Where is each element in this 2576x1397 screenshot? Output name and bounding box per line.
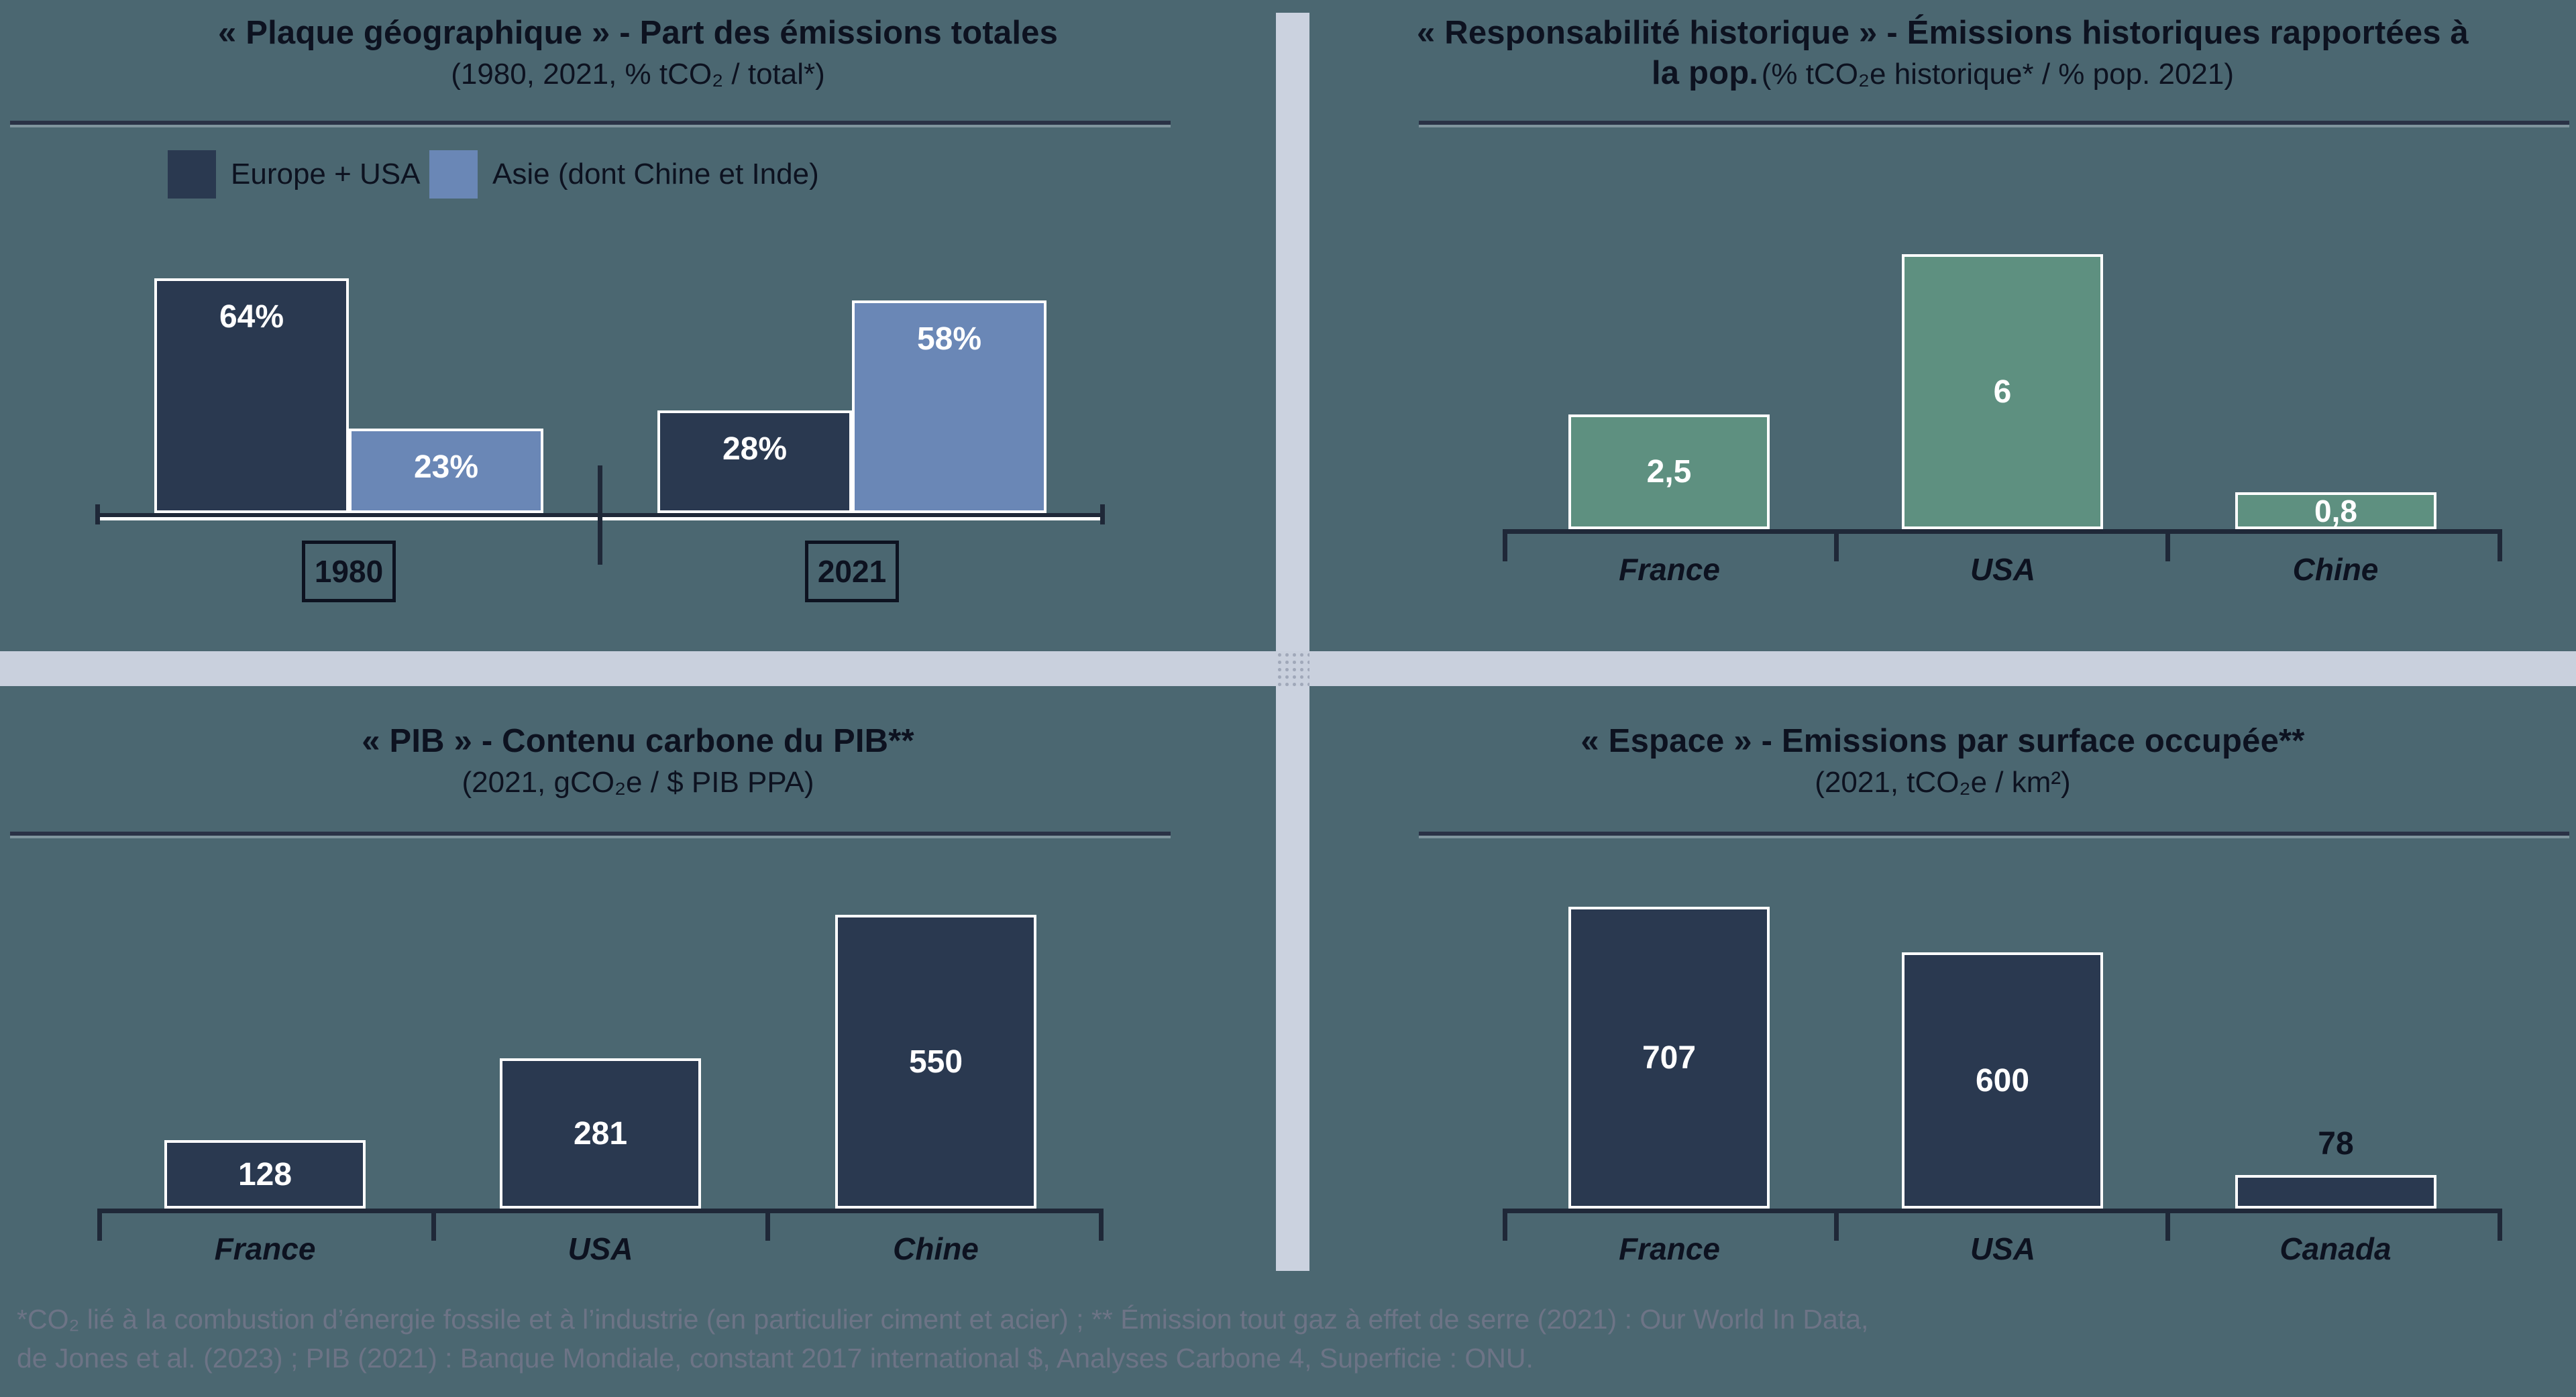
bar-chine-pib: 550 [835,915,1036,1209]
category-label-chine: Chine [2292,552,2379,587]
bar-value-label: 2,5 [1646,454,1692,490]
chart-title-pib: « PIB » - Contenu carbone du PIB** (2021… [0,722,1276,800]
bar-usa-historique: 6 [1902,254,2103,529]
axis-tick [95,504,100,524]
bar-france-espace: 707 [1568,907,1770,1209]
axis-line [97,1209,1104,1213]
category-label-canada: Canada [2279,1231,2392,1266]
bar-value-label: 600 [1975,1062,2030,1099]
axis-tick [2498,1209,2502,1241]
bar-2021-asie: 58% [852,300,1046,513]
chart-title-bold: « Plaque géographique » - Part des émiss… [217,15,1059,51]
bar-value-label: 58% [916,321,982,357]
title-underline [1419,832,2569,836]
category-label-france: France [214,1231,316,1266]
chart-subtitle: (% tCO₂e historique* / % pop. 2021) [1761,57,2235,91]
axis-tick [2165,529,2170,561]
title-underline [1419,121,2569,125]
axis-tick [1834,1209,1839,1241]
category-label-france: France [1619,552,1720,587]
axis-tick [1099,1209,1104,1241]
axis-tick [1100,504,1105,524]
bar-1980-asie: 23% [349,429,543,513]
bar-value-label: 707 [1642,1040,1697,1076]
category-label-box-2021: 2021 [805,541,899,602]
axis-tick [431,1209,436,1241]
footnote-line-1: *CO₂ lié à la combustion d’énergie fossi… [17,1304,1869,1335]
bar-1980-europe-usa: 64% [154,278,349,513]
axis-line [1503,1209,2502,1213]
chart-title-bold: « Espace » - Emissions par surface occup… [1580,723,2305,759]
bar-usa-espace: 600 [1902,952,2103,1209]
chart-subtitle: (2021, gCO₂e / $ PIB PPA) [462,765,814,799]
divider-vertical [1276,13,1309,1271]
legend-swatch-europe-usa [168,150,216,199]
chart-title-bold: « Responsabilité historique » - Émission… [1417,15,2469,91]
legend-label-asie: Asie (dont Chine et Inde) [492,158,819,190]
category-label-chine: Chine [893,1231,979,1266]
axis-center-tick [598,465,602,565]
bar-france-historique: 2,5 [1568,414,1770,529]
chart-subtitle: (2021, tCO₂e / km²) [1815,765,2071,799]
footnote-line-2: de Jones et al. (2023) ; PIB (2021) : Ba… [17,1343,1534,1374]
axis-tick [97,1209,102,1241]
divider-intersection [1276,651,1309,686]
chart-subtitle: (1980, 2021, % tCO₂ / total*) [451,57,825,91]
bar-value-label: 28% [722,431,788,467]
bar-2021-europe-usa: 28% [657,410,852,513]
bar-france-pib: 128 [164,1140,366,1209]
bar-value-label: 128 [237,1156,292,1192]
axis-tick [1834,529,1839,561]
bar-value-label: 281 [573,1115,628,1152]
chart-title-bold: « PIB » - Contenu carbone du PIB** [362,723,914,759]
bar-chine-historique: 0,8 [2235,492,2436,529]
category-label-box-1980: 1980 [302,541,396,602]
category-label-usa: USA [1970,1231,2036,1266]
chart-title-espace: « Espace » - Emissions par surface occup… [1309,722,2576,800]
title-underline [10,832,1171,836]
legend-swatch-asie [429,150,478,199]
bar-value-label: 64% [219,299,284,335]
bar-value-label: 0,8 [2314,493,2357,528]
axis-tick [2165,1209,2170,1241]
chart-title-responsabilite-historique: « Responsabilité historique » - Émission… [1406,13,2479,94]
bar-value-label: 6 [1993,374,2012,410]
category-label-usa: USA [568,1231,633,1266]
axis-tick [1503,1209,1507,1241]
bar-usa-pib: 281 [500,1058,701,1209]
axis-tick [765,1209,770,1241]
chart-title-plaque-geographique: « Plaque géographique » - Part des émiss… [0,13,1276,92]
legend-label-europe-usa: Europe + USA [231,158,421,190]
category-label-france: France [1619,1231,1720,1266]
category-label-usa: USA [1970,552,2036,587]
title-underline [10,121,1171,125]
axis-tick [1503,529,1507,561]
bar-value-label: 550 [908,1044,963,1080]
bar-canada-espace [2235,1175,2436,1209]
axis-line [1503,529,2502,534]
axis-tick [2498,529,2502,561]
bar-value-label-canada: 78 [2318,1126,2354,1162]
bar-value-label: 23% [413,449,479,485]
